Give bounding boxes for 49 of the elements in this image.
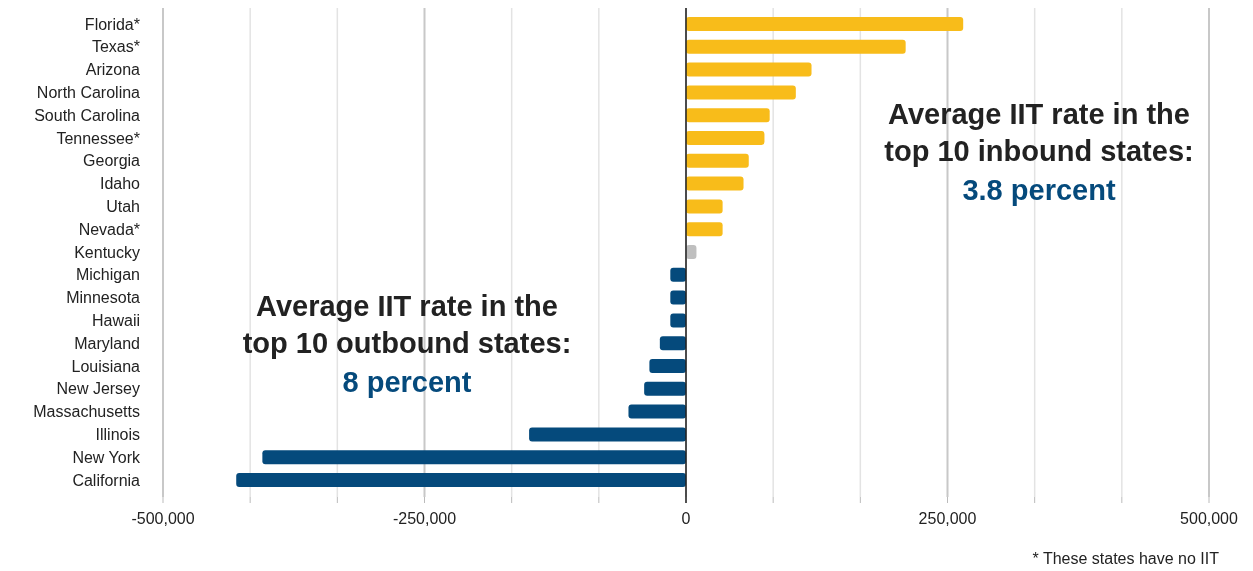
bar xyxy=(686,131,765,145)
bar xyxy=(686,176,744,191)
y-tick-label: Hawaii xyxy=(91,311,140,329)
y-tick-label: South Carolina xyxy=(34,106,141,124)
y-tick-label: Tennessee* xyxy=(56,129,140,147)
bar xyxy=(262,450,686,465)
y-tick-label: Florida* xyxy=(84,15,140,33)
bar xyxy=(670,267,686,282)
y-tick-label: Kentucky xyxy=(74,243,140,261)
y-tick-label: Minnesota xyxy=(66,289,141,307)
y-tick-label: California xyxy=(72,471,141,489)
bar xyxy=(686,153,749,168)
bar xyxy=(628,404,686,419)
x-tick-label: -500,000 xyxy=(131,510,195,527)
bar xyxy=(686,39,906,54)
y-tick-label: Arizona xyxy=(85,61,141,79)
bar xyxy=(686,199,723,214)
text: * These states have no IIT xyxy=(1032,550,1220,567)
y-tick-label: New Jersey xyxy=(56,380,140,398)
y-tick-label: Idaho xyxy=(99,175,141,193)
bar xyxy=(644,381,686,396)
bar xyxy=(670,290,686,305)
y-tick-label: New York xyxy=(72,448,141,466)
bar xyxy=(686,85,796,100)
bar xyxy=(670,313,686,328)
bar xyxy=(236,473,686,487)
x-tick-label: 500,000 xyxy=(1180,510,1239,527)
y-tick-label: Texas* xyxy=(91,38,140,56)
bar xyxy=(686,222,723,237)
x-tick-label: -250,000 xyxy=(392,510,457,527)
x-tick-label: 250,000 xyxy=(918,510,977,527)
y-tick-label: Utah xyxy=(106,197,140,215)
bar xyxy=(686,62,812,77)
bar xyxy=(529,427,686,442)
y-tick-label: Illinois xyxy=(95,425,140,443)
y-tick-label: Louisiana xyxy=(71,357,141,375)
y-tick-label: Georgia xyxy=(83,152,141,170)
annotation: Average IIT rate in the top 10 outbound states: 8 percent xyxy=(242,290,572,398)
annotation: Average IIT rate in the top 10 inbound states: 3.8 percent xyxy=(884,98,1194,206)
bar xyxy=(686,108,770,123)
bar xyxy=(649,359,686,373)
y-tick-label: North Carolina xyxy=(36,83,141,101)
bar xyxy=(686,17,964,31)
y-tick-label: Massachusetts xyxy=(33,403,140,421)
y-tick-label: Nevada* xyxy=(78,220,140,238)
y-tick-label: Maryland xyxy=(74,334,140,352)
bar xyxy=(659,336,686,351)
x-tick-label: 0 xyxy=(681,510,691,527)
y-tick-label: Michigan xyxy=(75,266,140,284)
